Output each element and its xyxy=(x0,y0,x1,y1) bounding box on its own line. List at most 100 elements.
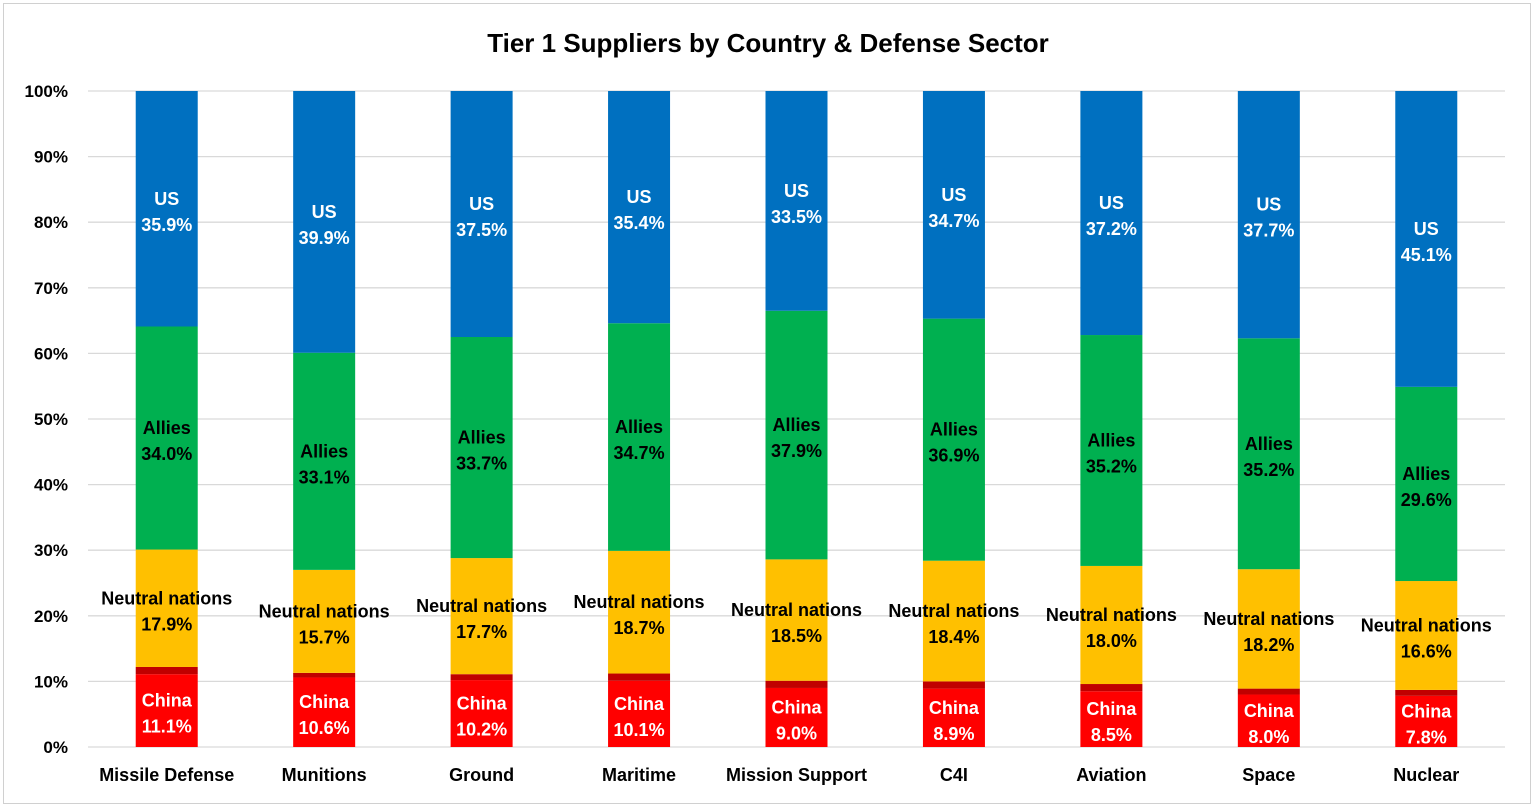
data-label-series-name: US xyxy=(154,189,179,209)
bar-segment-us xyxy=(608,91,671,324)
data-label-series-name: Allies xyxy=(615,417,663,437)
chart-frame xyxy=(3,3,1531,804)
bar-segment-us xyxy=(1395,91,1458,387)
data-label-series-name: China xyxy=(1401,701,1452,721)
data-label-value: 45.1% xyxy=(1401,245,1452,265)
data-label-series-name: Neutral nations xyxy=(416,596,547,616)
data-label-series-name: Neutral nations xyxy=(1361,615,1492,635)
bar-segment-allies xyxy=(1237,338,1300,570)
bar-segment-china xyxy=(1080,691,1143,747)
bar-segment-china xyxy=(1395,695,1458,747)
data-label-value: 17.7% xyxy=(456,622,507,642)
data-label-series-name: Allies xyxy=(1245,434,1293,454)
bar-segment-unlabeled xyxy=(293,672,356,678)
data-label-series-name: US xyxy=(784,181,809,201)
bar-segment-us xyxy=(922,91,985,319)
data-label-series-name: US xyxy=(469,194,494,214)
data-label-value: 39.9% xyxy=(299,228,350,248)
bar-segment-unlabeled xyxy=(1237,688,1300,695)
data-label-value: 8.9% xyxy=(933,724,974,744)
data-label-series-name: Allies xyxy=(300,441,348,461)
bar-segment-unlabeled xyxy=(765,680,828,688)
bar-segment-neutral-nations xyxy=(1395,581,1458,690)
data-labels: China 11.1% Neutral nations 17.9% Allies 34.0… xyxy=(101,181,1492,748)
bar-segment-china xyxy=(293,677,356,747)
y-tick-label: 40% xyxy=(34,476,68,495)
data-label-value: 7.8% xyxy=(1406,727,1447,747)
bar-segment-neutral-nations xyxy=(293,569,356,673)
bar-segment-china xyxy=(1237,694,1300,747)
data-label-value: 34.7% xyxy=(614,443,665,463)
bar-segment-unlabeled xyxy=(135,666,198,675)
bar-segment-neutral-nations xyxy=(608,550,671,674)
x-category-label: Ground xyxy=(449,765,514,785)
bar-segment-unlabeled xyxy=(1080,684,1143,692)
bar-segment-us xyxy=(1080,91,1143,336)
bar-segment-unlabeled xyxy=(1395,689,1458,696)
bar-segment-china xyxy=(922,688,985,747)
x-axis: Missile Defense Munitions Ground Maritime Mi… xyxy=(99,765,1459,785)
bar-segment-us xyxy=(765,91,828,311)
y-tick-label: 60% xyxy=(34,344,68,363)
data-label-series-name: Neutral nations xyxy=(101,588,232,608)
bar-segment-us xyxy=(135,91,198,327)
data-label-value: 35.2% xyxy=(1086,456,1137,476)
data-label-value: 34.7% xyxy=(928,211,979,231)
data-label-value: 33.5% xyxy=(771,207,822,227)
data-label-series-name: US xyxy=(1256,195,1281,215)
data-label-value: 8.5% xyxy=(1091,725,1132,745)
y-axis: 0% 10% 20% 30% 40% 50% 60% 70% 80% 90% 100% xyxy=(25,82,68,757)
data-label-value: 9.0% xyxy=(776,723,817,743)
bar-segment-allies xyxy=(608,323,671,551)
data-label-series-name: Neutral nations xyxy=(1203,609,1334,629)
bar-segment-unlabeled xyxy=(608,673,671,681)
data-label-value: 29.6% xyxy=(1401,490,1452,510)
y-tick-label: 70% xyxy=(34,279,68,298)
data-label-series-name: China xyxy=(142,691,193,711)
x-category-label: Missile Defense xyxy=(99,765,234,785)
y-tick-label: 50% xyxy=(34,410,68,429)
bar-segment-allies xyxy=(450,337,513,559)
data-label-series-name: China xyxy=(614,694,665,714)
data-label-value: 18.2% xyxy=(1243,635,1294,655)
data-label-value: 8.0% xyxy=(1248,727,1289,747)
data-label-value: 18.5% xyxy=(771,626,822,646)
bar-segment-unlabeled xyxy=(922,681,985,689)
x-category-label: Mission Support xyxy=(726,765,867,785)
data-label-value: 15.7% xyxy=(299,627,350,647)
bar-segment-neutral-nations xyxy=(922,560,985,682)
chart-title: Tier 1 Suppliers by Country & Defense Se… xyxy=(487,28,1049,58)
data-label-value: 17.9% xyxy=(141,614,192,634)
bar-segment-allies xyxy=(1395,386,1458,582)
bars xyxy=(135,91,1458,747)
data-label-value: 37.5% xyxy=(456,220,507,240)
x-category-label: Aviation xyxy=(1076,765,1146,785)
y-tick-label: 90% xyxy=(34,148,68,167)
data-label-series-name: China xyxy=(771,697,822,717)
data-label-series-name: US xyxy=(1414,219,1439,239)
data-label-value: 37.7% xyxy=(1243,221,1294,241)
data-label-series-name: China xyxy=(1086,699,1137,719)
data-label-series-name: Neutral nations xyxy=(888,601,1019,621)
data-label-series-name: China xyxy=(299,692,350,712)
bar-segment-us xyxy=(1237,91,1300,339)
data-label-value: 33.7% xyxy=(456,454,507,474)
bar-segment-us xyxy=(450,91,513,337)
data-label-series-name: Neutral nations xyxy=(574,592,705,612)
data-label-value: 35.4% xyxy=(614,213,665,233)
data-label-value: 37.2% xyxy=(1086,219,1137,239)
data-label-series-name: US xyxy=(1099,193,1124,213)
data-label-series-name: Allies xyxy=(772,415,820,435)
bar-segment-china xyxy=(450,680,513,747)
data-label-series-name: China xyxy=(457,694,508,714)
data-label-value: 10.6% xyxy=(299,718,350,738)
y-tick-label: 10% xyxy=(34,672,68,691)
bar-segment-china xyxy=(765,687,828,747)
y-tick-label: 80% xyxy=(34,213,68,232)
data-label-series-name: Allies xyxy=(1402,464,1450,484)
data-label-series-name: Neutral nations xyxy=(1046,605,1177,625)
data-label-value: 18.4% xyxy=(928,627,979,647)
bar-segment-neutral-nations xyxy=(135,549,198,667)
bar-segment-us xyxy=(293,91,356,353)
